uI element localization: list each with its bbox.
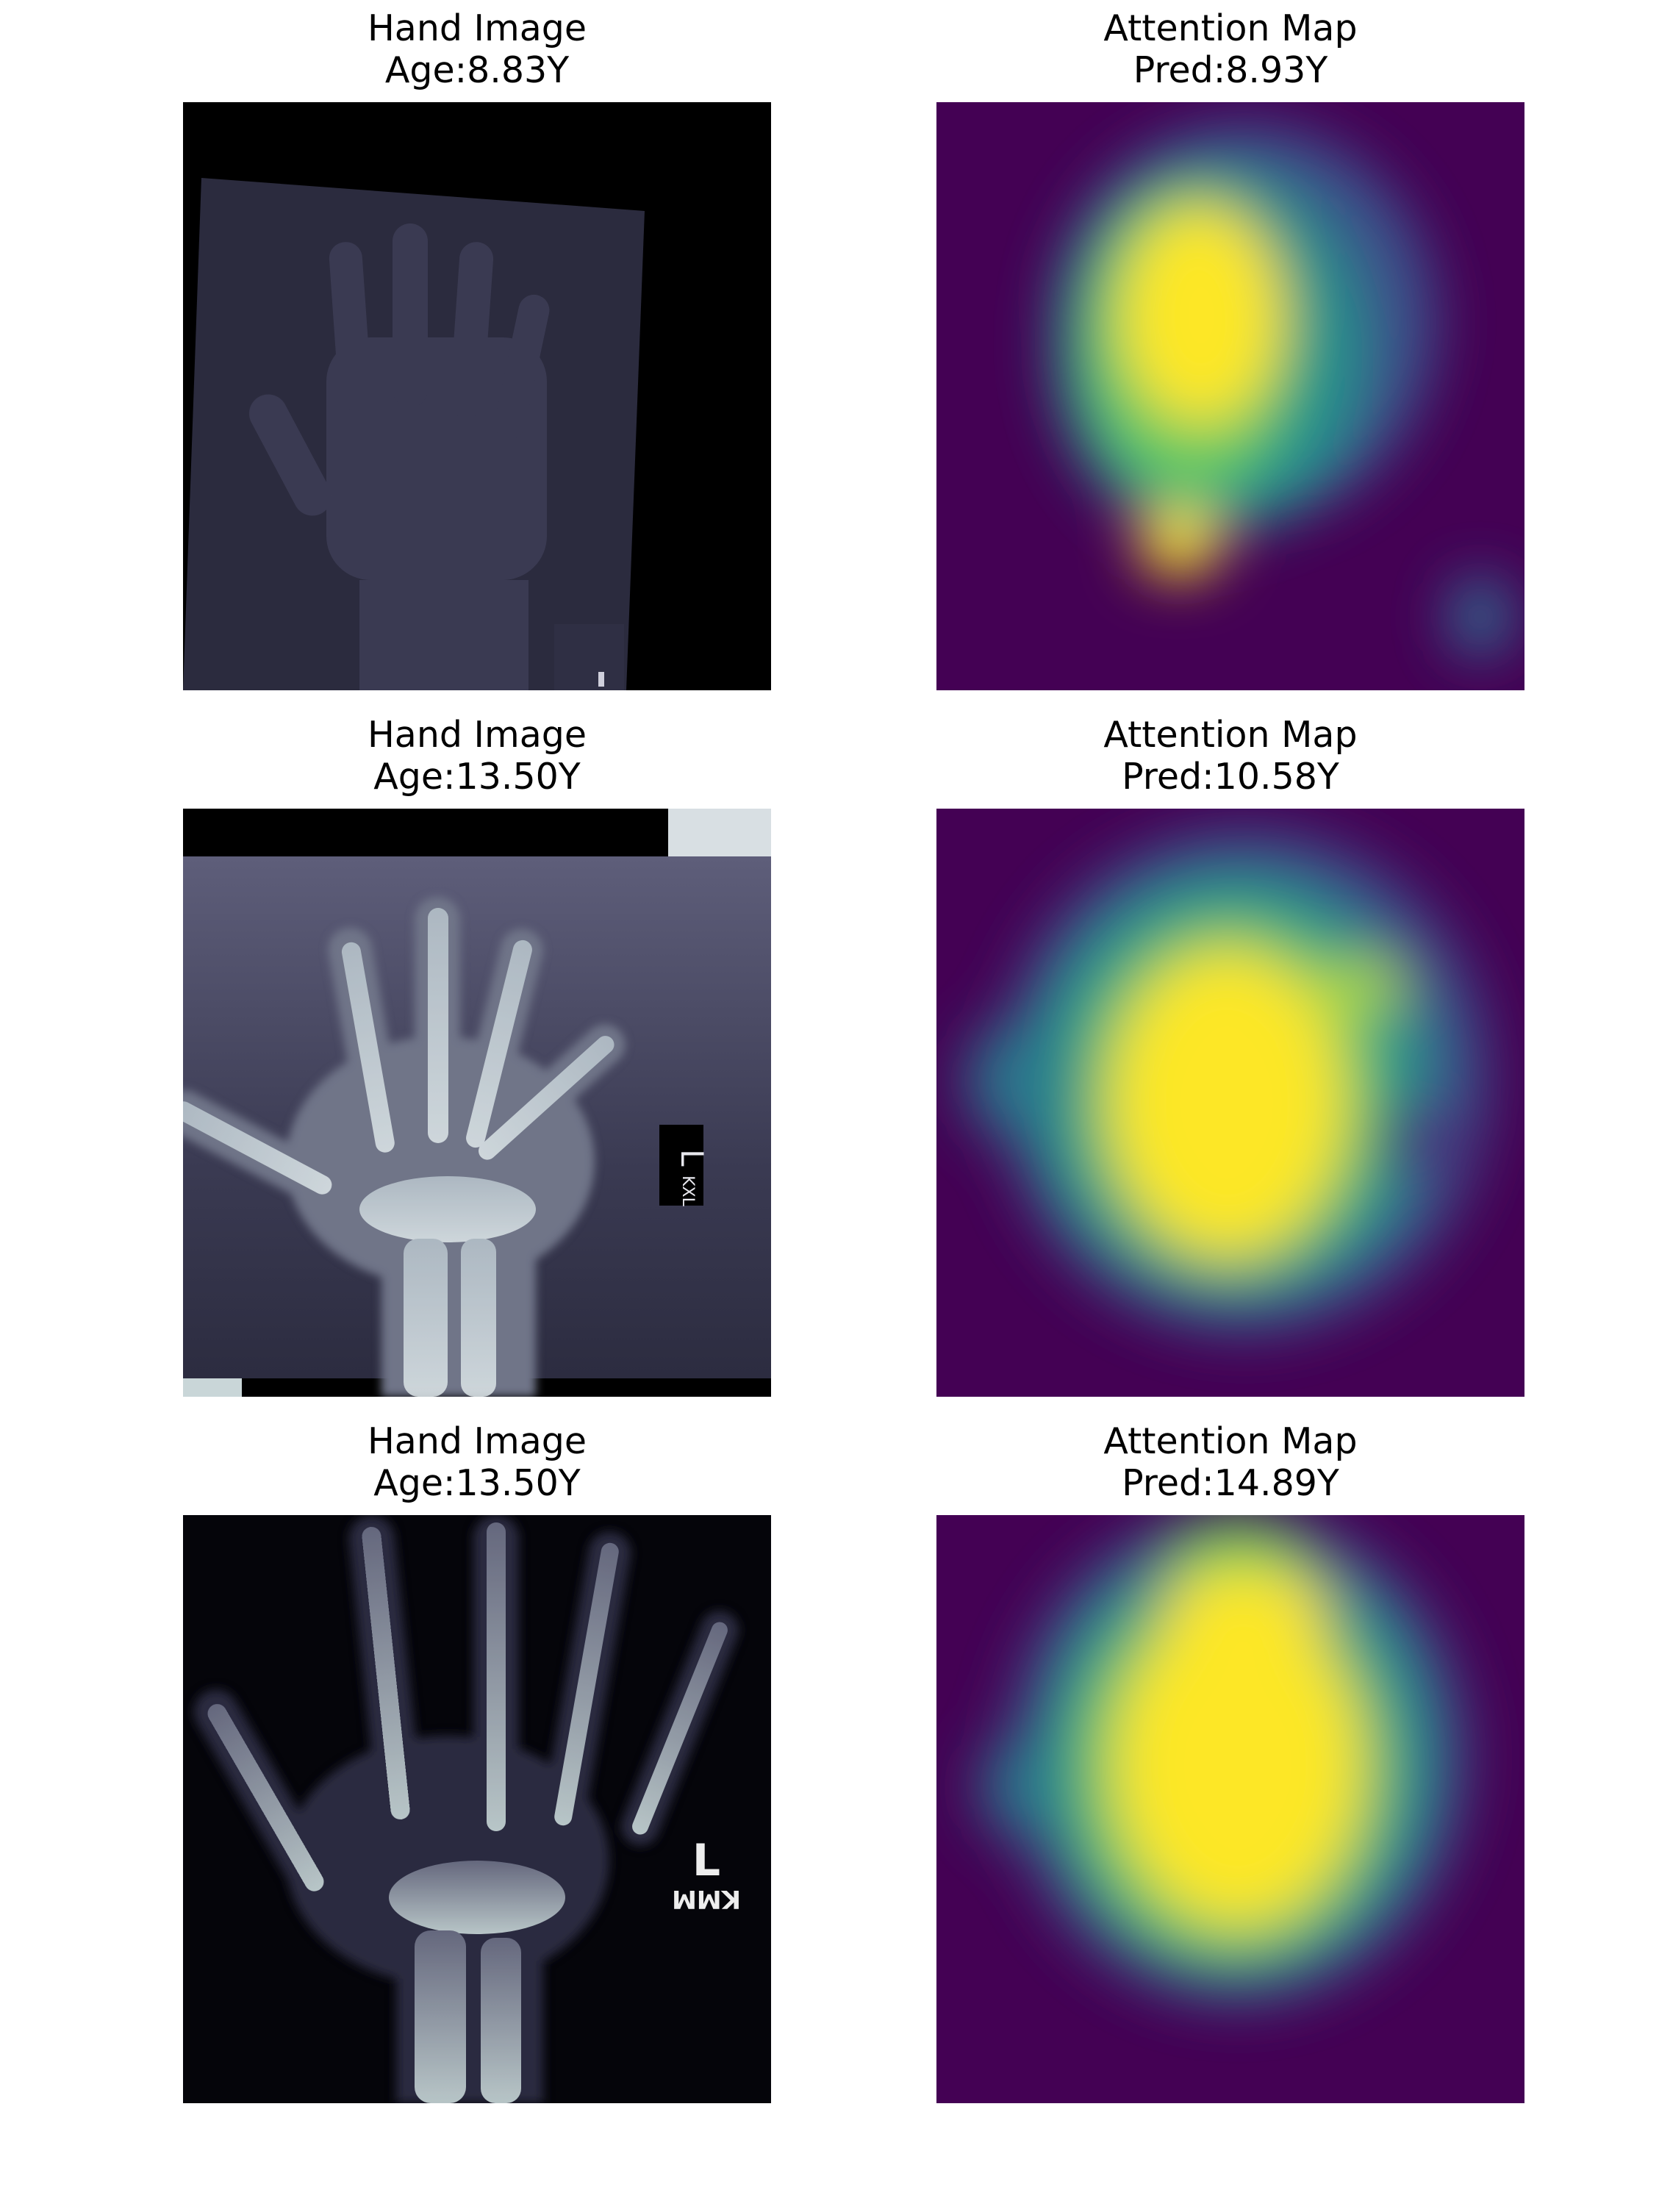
row2-hand-age: Age:13.50Y	[373, 756, 581, 798]
row2-hand-title: Hand Image Age:13.50Y	[183, 714, 771, 798]
row1-attention-title: Attention Map Pred:8.93Y	[936, 7, 1524, 91]
row1-hand-title: Hand Image Age:8.83Y	[183, 7, 771, 91]
row2-hand-bones	[183, 908, 614, 1397]
row2-side-marker	[659, 1125, 703, 1206]
row3-hand-xray-svg: L KMM	[183, 1515, 771, 2103]
row3-attention-pred: Pred:14.89Y	[1122, 1462, 1339, 1504]
row1-hand-xray	[183, 102, 771, 690]
row3-hand-title: Hand Image Age:13.50Y	[183, 1420, 771, 1504]
row3-hand-bones	[207, 1522, 728, 2103]
row2-attention-pred: Pred:10.58Y	[1122, 756, 1339, 798]
row1-attention-svg	[936, 102, 1524, 690]
row3-attention-title-line1: Attention Map	[1103, 1420, 1358, 1462]
row1-hand-age: Age:8.83Y	[384, 49, 570, 91]
row3-attention-map	[936, 1515, 1524, 2103]
row3-side-marker-code: KMM	[672, 1884, 741, 1914]
svg-text:KXL: KXL	[678, 1175, 697, 1206]
row2-attention-title-line1: Attention Map	[1103, 714, 1358, 756]
row1-marker	[598, 672, 604, 687]
row3-side-marker-letter: L	[692, 1835, 720, 1886]
row2-hand-title-line1: Hand Image	[367, 714, 587, 756]
row2-hand-xray-svg: L KXL	[183, 809, 771, 1397]
row1-attention-pred: Pred:8.93Y	[1133, 49, 1328, 91]
row2-attention-map	[936, 809, 1524, 1397]
row1-attention-title-line1: Attention Map	[1103, 7, 1358, 49]
row3-attention-title: Attention Map Pred:14.89Y	[936, 1420, 1524, 1504]
svg-text:L: L	[674, 1149, 710, 1167]
row2-hand-xray: L KXL	[183, 809, 771, 1397]
row1-hand-title-line1: Hand Image	[367, 7, 587, 49]
row1-attention-map	[936, 102, 1524, 690]
row1-hand-shape	[248, 223, 550, 690]
row3-hand-xray: L KMM	[183, 1515, 771, 2103]
row1-hand-xray-svg	[183, 102, 771, 690]
row2-attention-svg	[936, 809, 1524, 1397]
row2-attention-title: Attention Map Pred:10.58Y	[936, 714, 1524, 798]
row3-hand-title-line1: Hand Image	[367, 1420, 587, 1462]
row3-hand-age: Age:13.50Y	[373, 1462, 581, 1504]
row3-attention-svg	[936, 1515, 1524, 2103]
